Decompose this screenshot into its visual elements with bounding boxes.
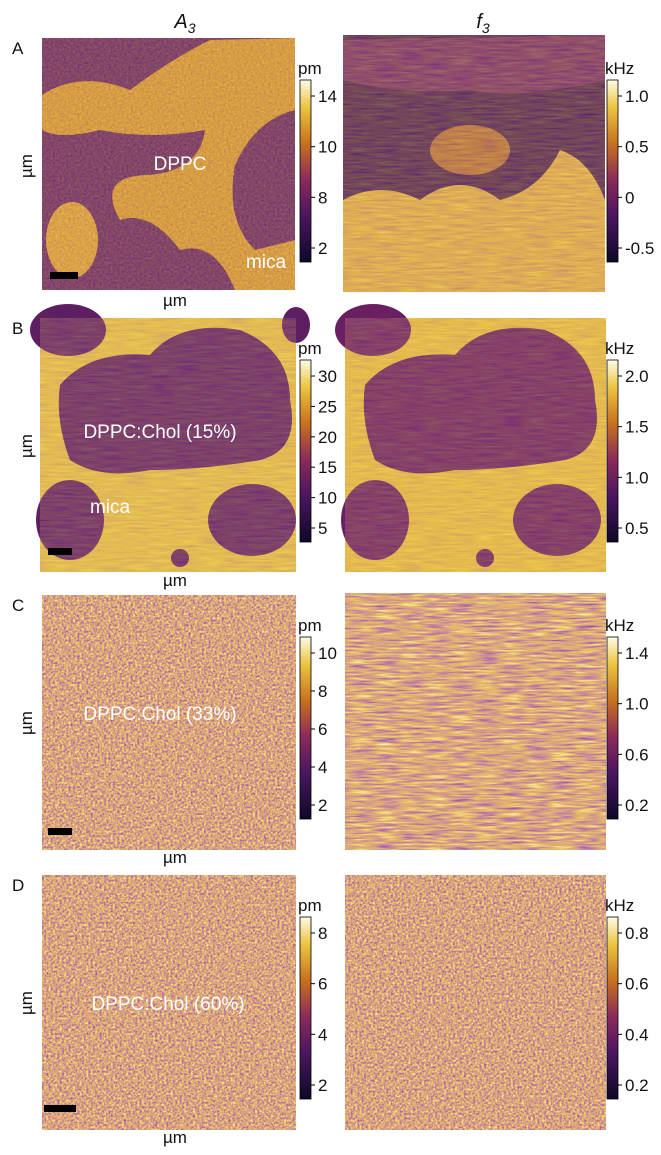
colorbar-unit: pm xyxy=(298,339,322,358)
colorbar-tick-label: 5 xyxy=(318,519,327,538)
colorbar-tick-label: 8 xyxy=(318,924,327,943)
colorbar xyxy=(606,79,619,263)
header-symbol: f xyxy=(476,11,484,33)
sample-label: DPPC:Chol (60%) xyxy=(91,994,244,1015)
colorbar-unit: kHz xyxy=(605,896,634,915)
colorbar-tick-label: 15 xyxy=(318,458,337,477)
afm-image xyxy=(42,595,296,850)
afm-image xyxy=(343,35,605,292)
header-symbol: A xyxy=(173,11,187,33)
column-header: f3 xyxy=(476,11,490,36)
colorbar xyxy=(606,916,619,1100)
colorbar-tick-label: 8 xyxy=(318,682,327,701)
y-axis-label: µm xyxy=(17,991,36,1015)
afm-image xyxy=(30,304,310,572)
sample-label: DPPC:Chol (15%) xyxy=(83,422,236,443)
colorbar-tick-label: 10 xyxy=(318,138,337,157)
colorbar-tick-label: 0.8 xyxy=(625,924,649,943)
column-header: A3 xyxy=(173,11,195,36)
panel-letter: C xyxy=(12,596,24,615)
colorbar xyxy=(299,636,312,820)
colorbar xyxy=(299,359,312,543)
sample-label: mica xyxy=(246,252,287,273)
colorbar-tick-label: 2 xyxy=(318,1076,327,1095)
afm-image xyxy=(42,38,295,290)
colorbar-tick-label: 6 xyxy=(318,975,327,994)
colorbar-unit: kHz xyxy=(605,616,634,635)
panel-letter: D xyxy=(12,876,24,895)
x-axis-label: µm xyxy=(163,1128,187,1147)
colorbar-tick-label: 1.0 xyxy=(625,468,649,487)
sample-label: DPPC:Chol (33%) xyxy=(83,704,236,725)
colorbar xyxy=(606,636,619,820)
colorbar xyxy=(299,916,312,1100)
colorbar-tick-label: 1.0 xyxy=(625,695,649,714)
colorbar-tick-label: 4 xyxy=(318,758,327,777)
colorbar xyxy=(299,79,312,263)
colorbar-tick-label: 0.6 xyxy=(625,975,649,994)
colorbar-unit: kHz xyxy=(605,339,634,358)
afm-image xyxy=(335,304,606,572)
sample-label: DPPC xyxy=(154,154,207,175)
colorbar-tick-label: 10 xyxy=(318,644,337,663)
header-subscript: 3 xyxy=(482,20,490,36)
x-axis-label: µm xyxy=(163,571,187,590)
colorbar-tick-label: 6 xyxy=(318,720,327,739)
colorbar-tick-label: 8 xyxy=(318,188,327,207)
afm-image xyxy=(345,593,606,850)
colorbar-tick-label: 0 xyxy=(625,188,634,207)
colorbar-tick-label: 0.5 xyxy=(625,138,649,157)
colorbar-tick-label: 4 xyxy=(318,1025,327,1044)
colorbar-tick-label: 1.5 xyxy=(625,418,649,437)
colorbar-tick-label: 0.4 xyxy=(625,1025,649,1044)
colorbar-unit: pm xyxy=(298,616,322,635)
colorbar-tick-label: 0.6 xyxy=(625,745,649,764)
colorbar-tick-label: 25 xyxy=(318,397,337,416)
colorbar-tick-label: 2.0 xyxy=(625,367,649,386)
colorbar-unit: kHz xyxy=(605,59,634,78)
scale-bar xyxy=(50,272,78,279)
colorbar-tick-label: 2 xyxy=(318,796,327,815)
scale-bar xyxy=(48,548,72,555)
y-axis-label: µm xyxy=(17,154,36,178)
colorbar-tick-label: 30 xyxy=(318,367,337,386)
afm-image xyxy=(42,875,296,1130)
colorbar-tick-label: 1.4 xyxy=(625,644,649,663)
x-axis-label: µm xyxy=(163,848,187,867)
colorbar-tick-label: 10 xyxy=(318,489,337,508)
colorbar-tick-label: 0.5 xyxy=(625,519,649,538)
colorbar-tick-label: 2 xyxy=(318,239,327,258)
y-axis-label: µm xyxy=(17,434,36,458)
colorbar-unit: pm xyxy=(298,896,322,915)
panel-letter: A xyxy=(12,39,24,58)
colorbar-tick-label: 1.0 xyxy=(625,87,649,106)
colorbar-tick-label: 14 xyxy=(318,87,337,106)
header-subscript: 3 xyxy=(188,20,196,36)
panel-letter: B xyxy=(12,319,23,338)
colorbar-tick-label: 0.2 xyxy=(625,796,649,815)
colorbar-tick-label: 20 xyxy=(318,428,337,447)
x-axis-label: µm xyxy=(163,291,187,310)
colorbar xyxy=(606,359,619,543)
colorbar-tick-label: 0.2 xyxy=(625,1076,649,1095)
sample-label: mica xyxy=(90,497,131,518)
colorbar-tick-label: -0.5 xyxy=(625,239,654,258)
afm-image xyxy=(345,875,606,1130)
y-axis-label: µm xyxy=(17,711,36,735)
scale-bar xyxy=(48,828,72,835)
colorbar-unit: pm xyxy=(298,59,322,78)
scale-bar xyxy=(44,1105,76,1112)
